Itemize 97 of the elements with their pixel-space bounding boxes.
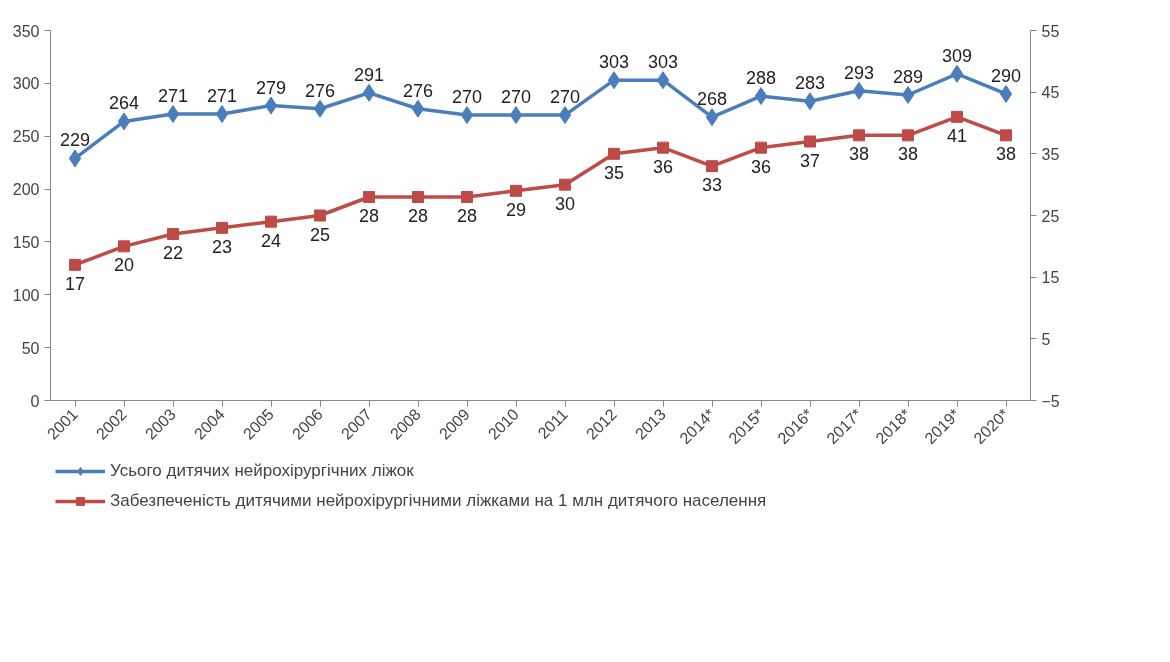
point — [950, 64, 964, 83]
point — [706, 160, 718, 173]
data-label: 303 — [647, 52, 679, 73]
data-label: 264 — [108, 93, 140, 114]
y-tick-label: 150 — [12, 233, 40, 251]
point — [313, 99, 327, 118]
y-tick-label: 100 — [12, 286, 40, 304]
point — [901, 85, 915, 104]
point — [853, 129, 865, 142]
point — [705, 108, 719, 127]
data-label: 33 — [701, 175, 723, 196]
y2-tick-label: 35 — [1041, 145, 1060, 163]
data-label: 36 — [750, 156, 772, 177]
y2-tick-label: 45 — [1041, 84, 1060, 102]
data-label: 270 — [549, 87, 581, 108]
data-label: 38 — [897, 144, 919, 165]
data-label: 279 — [255, 77, 287, 98]
point — [461, 191, 473, 203]
point — [951, 110, 963, 123]
point — [362, 83, 376, 102]
data-label: 270 — [451, 87, 483, 108]
data-label: 229 — [59, 130, 91, 151]
point — [363, 191, 375, 203]
data-label: 276 — [402, 80, 434, 101]
data-label: 303 — [598, 52, 630, 73]
point — [559, 178, 571, 191]
data-label: 270 — [500, 87, 532, 108]
point — [608, 147, 620, 160]
point — [265, 215, 277, 228]
data-label: 30 — [554, 193, 576, 214]
y-tick-label: 50 — [21, 339, 40, 357]
data-label: 17 — [64, 273, 86, 294]
data-label: 25 — [309, 224, 331, 245]
data-label: 38 — [848, 144, 870, 165]
point — [755, 141, 767, 154]
data-label: 283 — [794, 73, 826, 94]
data-label: 289 — [892, 66, 924, 87]
y2-tick-label: 55 — [1041, 22, 1060, 40]
legend-label: Усього дитячих нейрохірургічних ліжок — [110, 461, 414, 481]
data-label: 24 — [260, 230, 282, 251]
data-label: 35 — [603, 162, 625, 183]
legend-label: Забезпеченість дитячими нейрохірургічними ліжками на 1 млн дитячого населення — [110, 491, 767, 511]
point — [118, 240, 130, 253]
data-label: 271 — [157, 86, 189, 107]
data-label: 37 — [799, 150, 821, 171]
y2-tick-label: 25 — [1041, 207, 1060, 225]
data-label: 29 — [505, 199, 527, 220]
point — [754, 87, 768, 106]
point — [999, 84, 1013, 103]
point — [657, 141, 669, 154]
point — [117, 112, 131, 131]
point — [264, 96, 278, 115]
y-tick-label: 200 — [12, 181, 40, 199]
point — [510, 184, 522, 197]
point — [460, 106, 474, 125]
point — [68, 149, 82, 168]
point — [69, 258, 81, 271]
y-tick-label: 250 — [12, 128, 40, 146]
data-label: 38 — [995, 144, 1017, 165]
point — [167, 228, 179, 240]
y-tick-label: 350 — [12, 22, 40, 40]
data-label: 290 — [990, 65, 1022, 86]
point — [902, 129, 914, 142]
data-label: 288 — [745, 68, 777, 89]
y-tick-label: 0 — [30, 392, 40, 410]
point — [656, 71, 670, 90]
data-label: 291 — [353, 64, 385, 85]
data-label: 36 — [652, 156, 674, 177]
data-label: 293 — [843, 62, 875, 83]
y2-tick-label: 15 — [1041, 269, 1060, 287]
y2-tick-label: 5 — [1041, 330, 1051, 348]
y2-tick-label: −5 — [1041, 392, 1060, 410]
point — [314, 209, 326, 222]
data-label: 271 — [206, 86, 238, 107]
point — [607, 71, 621, 90]
point — [166, 105, 180, 124]
data-label: 28 — [456, 206, 478, 226]
data-label: 41 — [946, 125, 968, 146]
point — [509, 106, 523, 125]
data-label: 276 — [304, 80, 336, 101]
y-tick-label: 300 — [12, 75, 40, 93]
data-label: 268 — [696, 89, 728, 110]
data-label: 28 — [407, 206, 429, 226]
data-label: 20 — [113, 255, 135, 276]
data-label: 28 — [358, 206, 380, 226]
point — [412, 191, 424, 203]
point — [852, 81, 866, 100]
point — [1000, 129, 1012, 142]
data-label: 22 — [162, 243, 184, 263]
point — [558, 106, 572, 125]
point — [216, 221, 228, 234]
point — [215, 105, 229, 124]
point — [411, 99, 425, 118]
data-label: 23 — [211, 236, 233, 257]
point — [803, 92, 817, 111]
point — [804, 135, 816, 148]
data-label: 309 — [941, 45, 973, 66]
